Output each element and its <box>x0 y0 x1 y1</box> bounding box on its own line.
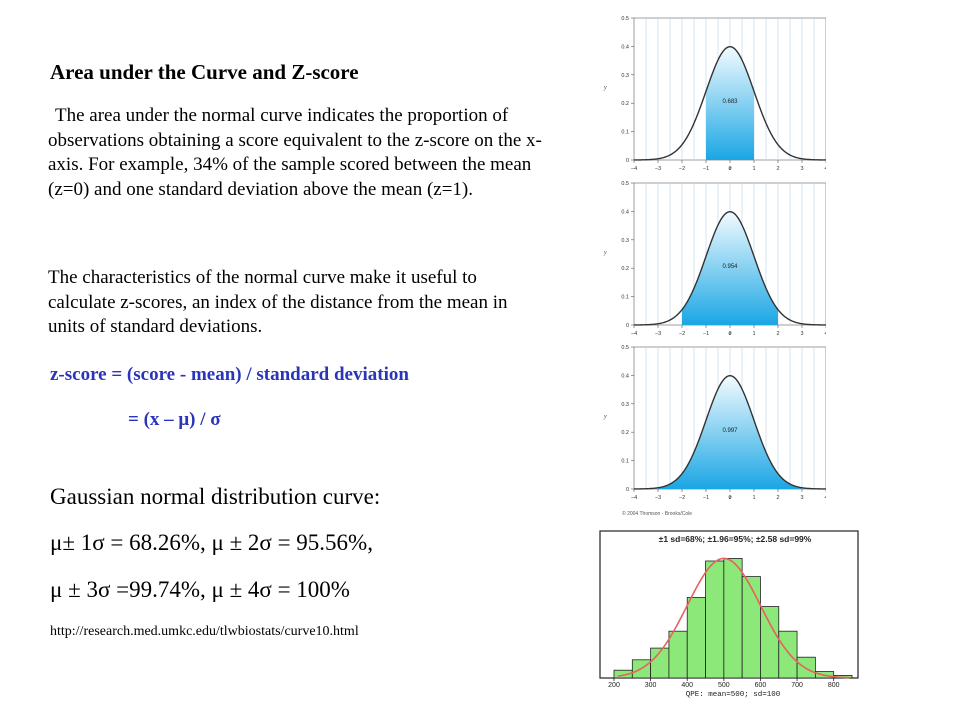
histogram-bar <box>723 557 743 679</box>
normal-curve-line <box>633 374 826 490</box>
normal-curve-line <box>633 210 826 326</box>
y-tick-label: 0.3 <box>621 402 629 408</box>
y-tick-label: 0.4 <box>621 373 629 379</box>
x-axis-label: z <box>728 166 732 171</box>
gaussian-rule-line-1: μ± 1σ = 68.26%, μ ± 2σ = 95.56%, <box>50 530 373 555</box>
y-tick-label: 0 <box>626 487 629 493</box>
histogram-bar <box>760 606 780 679</box>
paragraph-area-under-curve: The area under the normal curve indicate… <box>48 105 542 200</box>
x-tick-label: 1 <box>752 331 755 336</box>
x-axis-label: z <box>728 495 732 500</box>
y-tick-label: 0.2 <box>621 430 629 436</box>
slide-title: Area under the Curve and Z-score <box>50 60 359 84</box>
y-tick-label: 0.4 <box>621 44 629 50</box>
x-tick-label: −2 <box>679 495 685 500</box>
histogram-title: ±1 sd=68%; ±1.96=95%; ±2.58 sd=99% <box>659 534 812 544</box>
copyright-note: © 2004 Thomson - Brooks/Cole <box>622 511 693 517</box>
x-tick-label: 4 <box>824 166 826 171</box>
x-tick-label: 4 <box>824 331 826 336</box>
x-tick-label: −1 <box>703 166 709 171</box>
gaussian-rule-line-2: μ ± 3σ =99.74%, μ ± 4σ = 100% <box>50 577 350 602</box>
y-tick-label: 0.4 <box>621 209 629 215</box>
paragraph-normal-curve-characteristics: The characteristics of the normal curve … <box>48 267 508 337</box>
y-axis-label: y <box>603 250 607 256</box>
x-tick-label: −4 <box>631 495 637 500</box>
shaded-area <box>682 211 778 325</box>
x-tick-label: 0 <box>728 166 731 171</box>
x-tick-label: 800 <box>828 682 840 689</box>
x-axis-label: z <box>728 331 732 336</box>
gaussian-heading: Gaussian normal distribution curve: <box>50 484 381 509</box>
y-axis-label: y <box>603 85 607 91</box>
normal-curve-1sd-chart: 0.683 0 0.1 0.2 0.3 0.4 0.5 −4 −3 −2 −1 0 1 2 3 4 y z <box>596 13 826 171</box>
y-tick-label: 0.5 <box>621 16 629 22</box>
x-tick-label: −4 <box>631 331 637 336</box>
histogram-bar <box>686 597 706 679</box>
x-tick-label: 1 <box>752 166 755 171</box>
y-tick-label: 0.1 <box>621 130 629 136</box>
y-tick-label: 0 <box>626 323 629 329</box>
x-tick-label: 0 <box>728 495 731 500</box>
y-tick-label: 0.2 <box>621 266 629 272</box>
y-tick-label: 0.2 <box>621 101 629 107</box>
normal-curve-3sd-chart: 0.997 0 0.1 0.2 0.3 0.4 0.5 −4 −3 −2 −1 0 1 2 3 4 y z <box>596 342 826 500</box>
x-tick-label: −1 <box>703 331 709 336</box>
x-tick-label: −3 <box>655 166 661 171</box>
area-value-label: 0.997 <box>722 428 738 434</box>
y-tick-label: 0.5 <box>621 345 629 351</box>
x-tick-label: −2 <box>679 166 685 171</box>
x-tick-label: 2 <box>776 495 779 500</box>
x-tick-label: 1 <box>752 495 755 500</box>
x-tick-label: 3 <box>800 331 803 336</box>
x-tick-label: −3 <box>655 495 661 500</box>
x-tick-label: −2 <box>679 331 685 336</box>
y-tick-label: 0.1 <box>621 459 629 465</box>
x-tick-label: 300 <box>645 682 657 689</box>
shaded-area <box>658 375 802 489</box>
y-tick-label: 0.3 <box>621 238 629 244</box>
y-tick-label: 0.3 <box>621 73 629 79</box>
z-score-formula-symbolic: = (x – μ) / σ <box>128 409 221 430</box>
y-tick-label: 0.5 <box>621 181 629 187</box>
x-tick-label: 400 <box>681 682 693 689</box>
shaded-area <box>706 46 754 161</box>
histogram-bar <box>778 630 798 679</box>
histogram-subtitle: QPE: mean=500; sd=100 <box>686 691 781 699</box>
x-tick-label: −1 <box>703 495 709 500</box>
y-tick-label: 0.1 <box>621 295 629 301</box>
x-tick-label: 600 <box>755 682 767 689</box>
source-url[interactable]: http://research.med.umkc.edu/tlwbiostats… <box>50 624 359 639</box>
y-axis-label: y <box>603 414 607 420</box>
normal-overlay-curve <box>617 557 850 679</box>
x-tick-label: −4 <box>631 166 637 171</box>
x-tick-label: 200 <box>608 682 620 689</box>
x-tick-label: 500 <box>718 682 730 689</box>
score-histogram-chart: ±1 sd=68%; ±1.96=95%; ±2.58 sd=99% 200 300… <box>594 528 874 720</box>
x-tick-label: 0 <box>728 331 731 336</box>
histogram-bar <box>668 630 688 679</box>
area-value-label: 0.683 <box>722 99 738 105</box>
x-tick-label: 2 <box>776 331 779 336</box>
z-score-formula: z-score = (score - mean) / standard devi… <box>50 364 409 385</box>
y-tick-label: 0 <box>626 158 629 164</box>
x-tick-label: −3 <box>655 331 661 336</box>
histogram-bar <box>705 560 725 679</box>
histogram-bar <box>741 576 761 679</box>
normal-curve-line <box>633 45 826 161</box>
x-tick-label: 3 <box>800 495 803 500</box>
x-tick-label: 2 <box>776 166 779 171</box>
x-tick-label: 700 <box>791 682 803 689</box>
x-tick-label: 3 <box>800 166 803 171</box>
area-value-label: 0.954 <box>722 264 738 270</box>
x-tick-label: 4 <box>824 495 826 500</box>
normal-curve-2sd-chart: 0.954 0 0.1 0.2 0.3 0.4 0.5 −4 −3 −2 −1 0 1 2 3 4 y z <box>596 178 826 336</box>
